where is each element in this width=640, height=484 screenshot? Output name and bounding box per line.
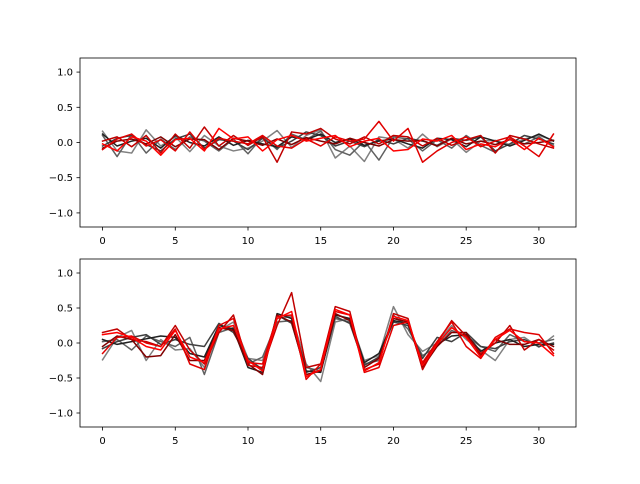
- x-tick-label: 25: [460, 436, 473, 447]
- series-line-7: [101, 308, 555, 378]
- y-tick-label: −0.5: [49, 173, 73, 184]
- top-subplot: 0 5 10 15 20 25 30 −1.0 −0.5 0.0 0.5 1.0: [49, 57, 577, 247]
- series-group: [101, 291, 555, 383]
- y-tick-label: 1.0: [57, 269, 73, 280]
- x-tick-label: 20: [387, 236, 400, 247]
- y-tick-label: −1.0: [49, 208, 73, 219]
- x-tick-label: 30: [533, 236, 546, 247]
- series-line-7: [101, 127, 555, 156]
- y-tick-label: −0.5: [49, 374, 73, 385]
- x-tick-label: 10: [242, 236, 255, 247]
- x-tick-label: 15: [314, 436, 327, 447]
- x-tick-label: 0: [99, 436, 105, 447]
- bottom-subplot: 0 5 10 15 20 25 30 −1.0 −0.5 0.0 0.5 1.0: [49, 258, 577, 447]
- x-tick-label: 25: [460, 236, 473, 247]
- x-tick-label: 5: [172, 436, 178, 447]
- series-group: [101, 120, 555, 163]
- x-tick-label: 5: [172, 236, 178, 247]
- x-tick-label: 20: [387, 436, 400, 447]
- y-tick-label: −1.0: [49, 409, 73, 420]
- y-tick-label: 1.0: [57, 68, 73, 79]
- x-tick-label: 15: [314, 236, 327, 247]
- y-tick-label: 0.5: [57, 304, 73, 315]
- y-tick-label: 0.0: [57, 138, 73, 149]
- series-line-4: [101, 136, 555, 151]
- x-tick-label: 10: [242, 436, 255, 447]
- y-tick-label: 0.5: [57, 103, 73, 114]
- x-tick-label: 0: [99, 236, 105, 247]
- series-line-5: [101, 126, 555, 163]
- x-tick-label: 30: [533, 436, 546, 447]
- y-tick-label: 0.0: [57, 339, 73, 350]
